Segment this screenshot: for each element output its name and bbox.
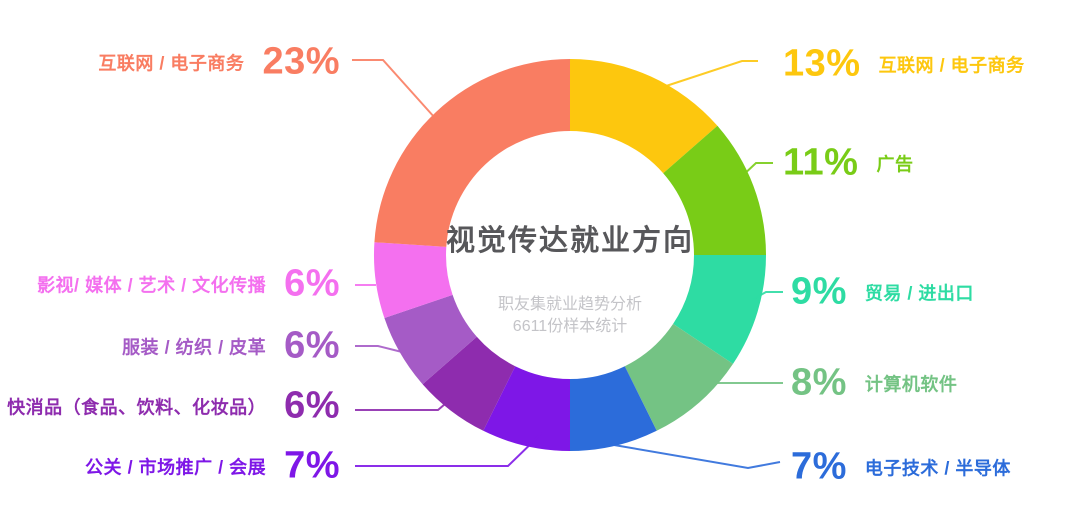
donut-segment-4 [570,366,657,451]
donut-segment-7 [384,294,477,385]
leader-line-9 [352,59,436,119]
legend-value: 7% [284,444,340,487]
legend-value: 6% [284,324,340,367]
legend-value: 8% [791,361,847,404]
legend-label: 贸易 / 进出口 [864,283,974,303]
legend-label: 电子技术 / 半导体 [864,458,1011,478]
legend-label: 广告 [876,154,914,174]
donut-segment-0 [570,58,718,174]
legend-item-2: 9% 贸易 / 进出口 [791,271,974,314]
leader-line-6 [355,397,453,411]
donut-segment-8 [373,242,453,318]
leader-line-2 [751,291,783,301]
legend-item-0: 13% 互联网 / 电子商务 [783,43,1025,86]
legend-label: 影视/ 媒体 / 艺术 / 文化传播 [37,275,267,295]
leader-line-5 [355,432,543,467]
legend-label: 公关 / 市场推广 / 会展 [85,457,267,477]
legend-label: 互联网 / 电子商务 [878,55,1025,75]
leader-line-4 [613,444,781,470]
legend-item-5: 公关 / 市场推广 / 会展 7% [85,445,340,488]
chart-center-subtitle: 职友集就业趋势分析 6611份样本统计 [498,294,642,338]
chart-title: 视觉传达就业方向 [445,225,695,257]
legend-label: 互联网 / 电子商务 [98,53,245,73]
legend-value: 9% [791,270,847,313]
legend-item-9: 互联网 / 电子商务 23% [98,41,340,84]
donut-segment-3 [624,323,733,431]
legend-item-8: 影视/ 媒体 / 艺术 / 文化传播 6% [37,263,340,306]
chart-center-title-wrap: 视觉传达就业方向 [446,217,694,259]
legend-item-7: 服装 / 纺织 / 皮革 6% [122,325,340,368]
legend-value: 6% [284,262,340,305]
legend-label: 快消品（食品、饮料、化妆品） [7,397,267,417]
legend-item-3: 8% 计算机软件 [791,362,957,405]
legend-item-6: 快消品（食品、饮料、化妆品） 6% [7,385,340,428]
legend-value: 23% [262,40,340,83]
leader-line-1 [739,162,773,179]
leader-line-7 [355,345,403,353]
legend-value: 7% [791,445,847,488]
donut-segment-9 [374,59,570,247]
donut-segment-2 [673,255,766,364]
legend-value: 6% [284,384,340,427]
chart-subtitle-line1: 职友集就业趋势分析 [497,296,643,313]
legend-value: 11% [783,141,859,184]
legend-item-1: 11% 广告 [783,142,913,185]
donut-segment-1 [663,125,766,255]
legend-value: 13% [783,42,861,85]
legend-label: 服装 / 纺织 / 皮革 [122,337,267,357]
legend-label: 计算机软件 [864,374,958,394]
leader-line-0 [659,60,758,89]
donut-segment-5 [483,366,570,451]
chart-subtitle-line2: 6611份样本统计 [512,318,628,335]
legend-item-4: 7% 电子技术 / 半导体 [791,446,1011,489]
donut-segment-6 [422,336,516,431]
